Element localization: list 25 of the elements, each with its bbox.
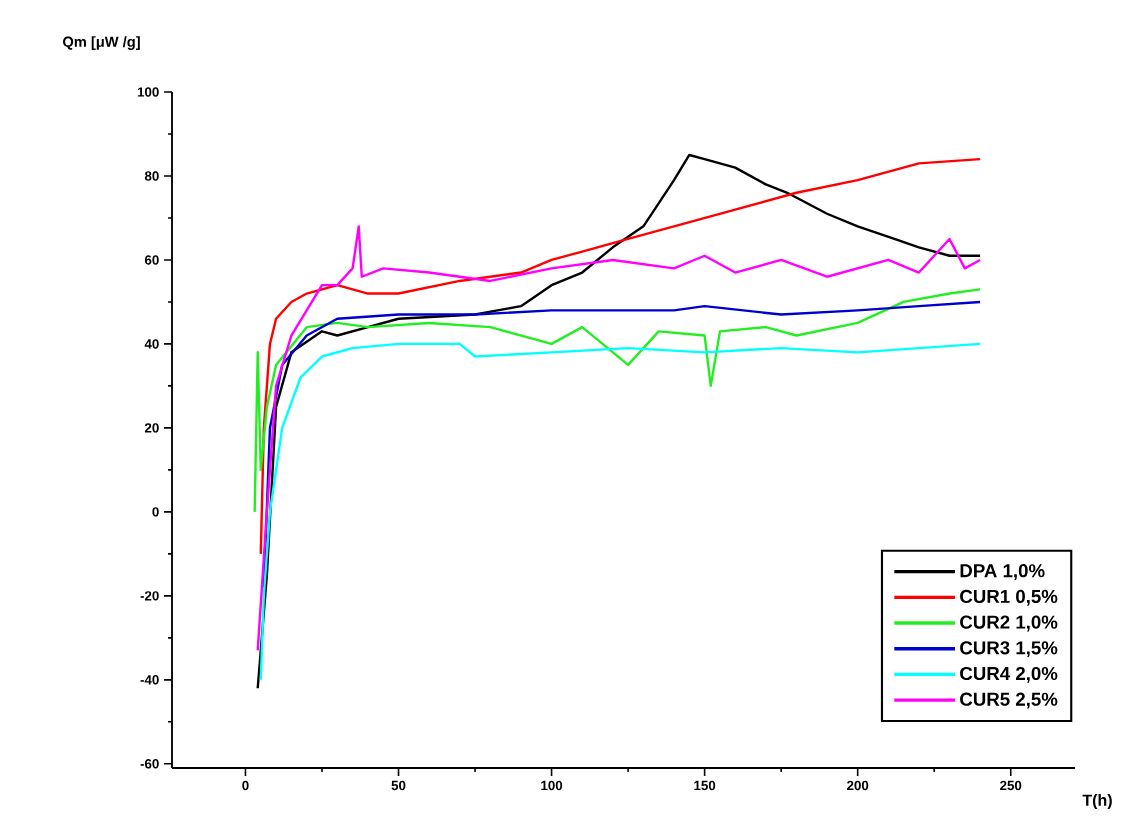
y-tick-label: -40: [140, 675, 159, 685]
y-tick-label: -60: [140, 759, 159, 769]
legend-label: CUR5 2,5%: [960, 692, 1058, 709]
x-tick-label: 150: [694, 780, 716, 791]
y-tick-label: 40: [144, 339, 159, 349]
x-tick-label: 250: [1000, 780, 1022, 791]
x-tick-label: 50: [391, 780, 406, 791]
y-axis-title: Qm [μW /g]: [63, 36, 140, 50]
y-tick-label: 100: [137, 87, 159, 97]
y-tick-label: -20: [140, 591, 159, 601]
y-tick-label: 20: [144, 423, 159, 433]
legend-label: DPA 1,0%: [960, 564, 1045, 581]
y-tick-label: 60: [144, 255, 159, 265]
x-tick-label: 200: [847, 780, 869, 791]
y-tick-label: 0: [152, 507, 159, 517]
legend-label: CUR3 1,5%: [960, 641, 1058, 658]
legend-label: CUR1 0,5%: [960, 589, 1058, 606]
x-tick-label: 0: [242, 780, 249, 791]
line-series: [253, 288, 982, 514]
legend-label: CUR2 1,0%: [960, 615, 1058, 632]
x-tick-label: 100: [541, 780, 563, 791]
x-axis-title: T(h): [1082, 794, 1112, 809]
y-tick-label: 80: [144, 171, 159, 181]
line-series: [259, 157, 982, 556]
legend-label: CUR4 2,0%: [960, 666, 1058, 683]
